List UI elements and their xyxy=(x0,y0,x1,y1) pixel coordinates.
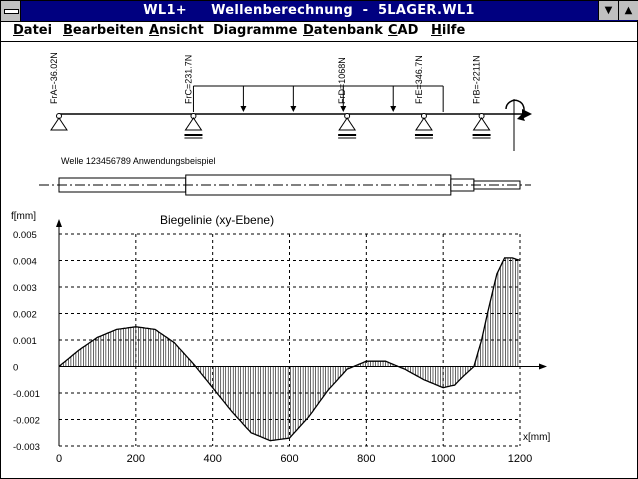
y-tick-label: 0.002 xyxy=(13,310,37,321)
bearing-force-label: FrB=-2211N xyxy=(472,55,482,104)
y-tick-label: 0.005 xyxy=(13,230,37,241)
menu-hilfe[interactable]: Hilfe xyxy=(431,23,466,38)
chart-title: Biegelinie (xy-Ebene) xyxy=(160,213,274,227)
bearing-support-icon xyxy=(472,117,491,131)
moment-arrow-icon xyxy=(517,114,525,121)
bearing-support-icon xyxy=(50,117,68,131)
y-tick-label: -0.001 xyxy=(13,389,40,400)
menu-datenbank[interactable]: Datenbank xyxy=(303,23,383,38)
bearing-force-label: FrD=1068N xyxy=(337,57,347,104)
load-arrow-icon xyxy=(390,106,397,112)
minimize-button[interactable]: ▼ xyxy=(598,1,618,20)
menu-diagramme[interactable]: Diagramme xyxy=(213,23,298,38)
load-arrow-icon xyxy=(340,106,347,112)
y-axis-label: f[mm] xyxy=(11,211,36,222)
maximize-icon: ▲ xyxy=(624,5,633,16)
maximize-button[interactable]: ▲ xyxy=(618,1,638,20)
x-tick-label: 600 xyxy=(280,453,298,465)
menu-datei[interactable]: Datei xyxy=(13,23,53,38)
load-arrow-icon xyxy=(240,106,247,112)
bearing-support-icon xyxy=(338,117,357,131)
x-axis-arrow-icon xyxy=(539,363,547,370)
window-title: WL1+ Wellenberechnung - 5LAGER.WL1 xyxy=(143,3,475,18)
menu-cad[interactable]: CAD xyxy=(388,23,419,38)
bearing-support-icon xyxy=(184,117,203,131)
x-tick-label: 200 xyxy=(127,453,145,465)
y-tick-label: 0 xyxy=(13,363,18,374)
y-tick-label: 0.004 xyxy=(13,257,37,268)
bearing-force-label: FrA=-36.02N xyxy=(49,52,59,104)
minimize-icon: ▼ xyxy=(604,5,613,16)
shaft-label: Welle 123456789 Anwendungsbeispiel xyxy=(61,156,215,166)
y-axis-arrow-icon xyxy=(56,219,62,227)
title-bar[interactable]: WL1+ Wellenberechnung - 5LAGER.WL1 ▼ ▲ xyxy=(1,1,638,22)
system-menu-button[interactable] xyxy=(1,1,21,21)
y-tick-label: -0.002 xyxy=(13,416,40,427)
menu-ansicht[interactable]: Ansicht xyxy=(149,23,204,38)
x-tick-label: 800 xyxy=(357,453,375,465)
x-tick-label: 400 xyxy=(203,453,221,465)
bearing-force-label: FrE=346.7N xyxy=(414,55,424,104)
x-tick-label: 1200 xyxy=(508,453,532,465)
menu-bearbeiten[interactable]: Bearbeiten xyxy=(63,23,144,38)
y-tick-label: 0.001 xyxy=(13,336,37,347)
moment-curve-icon xyxy=(505,99,525,116)
y-tick-label: -0.003 xyxy=(13,442,40,453)
load-arrow-icon xyxy=(290,106,297,112)
x-tick-label: 1000 xyxy=(431,453,455,465)
y-tick-label: 0.003 xyxy=(13,283,37,294)
system-menu-icon xyxy=(4,9,19,14)
bearing-support-icon xyxy=(415,117,433,131)
x-tick-label: 0 xyxy=(56,453,62,465)
deflection-curve xyxy=(58,257,521,442)
menu-bar: Datei Bearbeiten Ansicht Diagramme Daten… xyxy=(1,22,637,42)
bearing-force-label: FrC=231.7N xyxy=(183,55,193,104)
x-axis-label: x[mm] xyxy=(523,432,550,443)
